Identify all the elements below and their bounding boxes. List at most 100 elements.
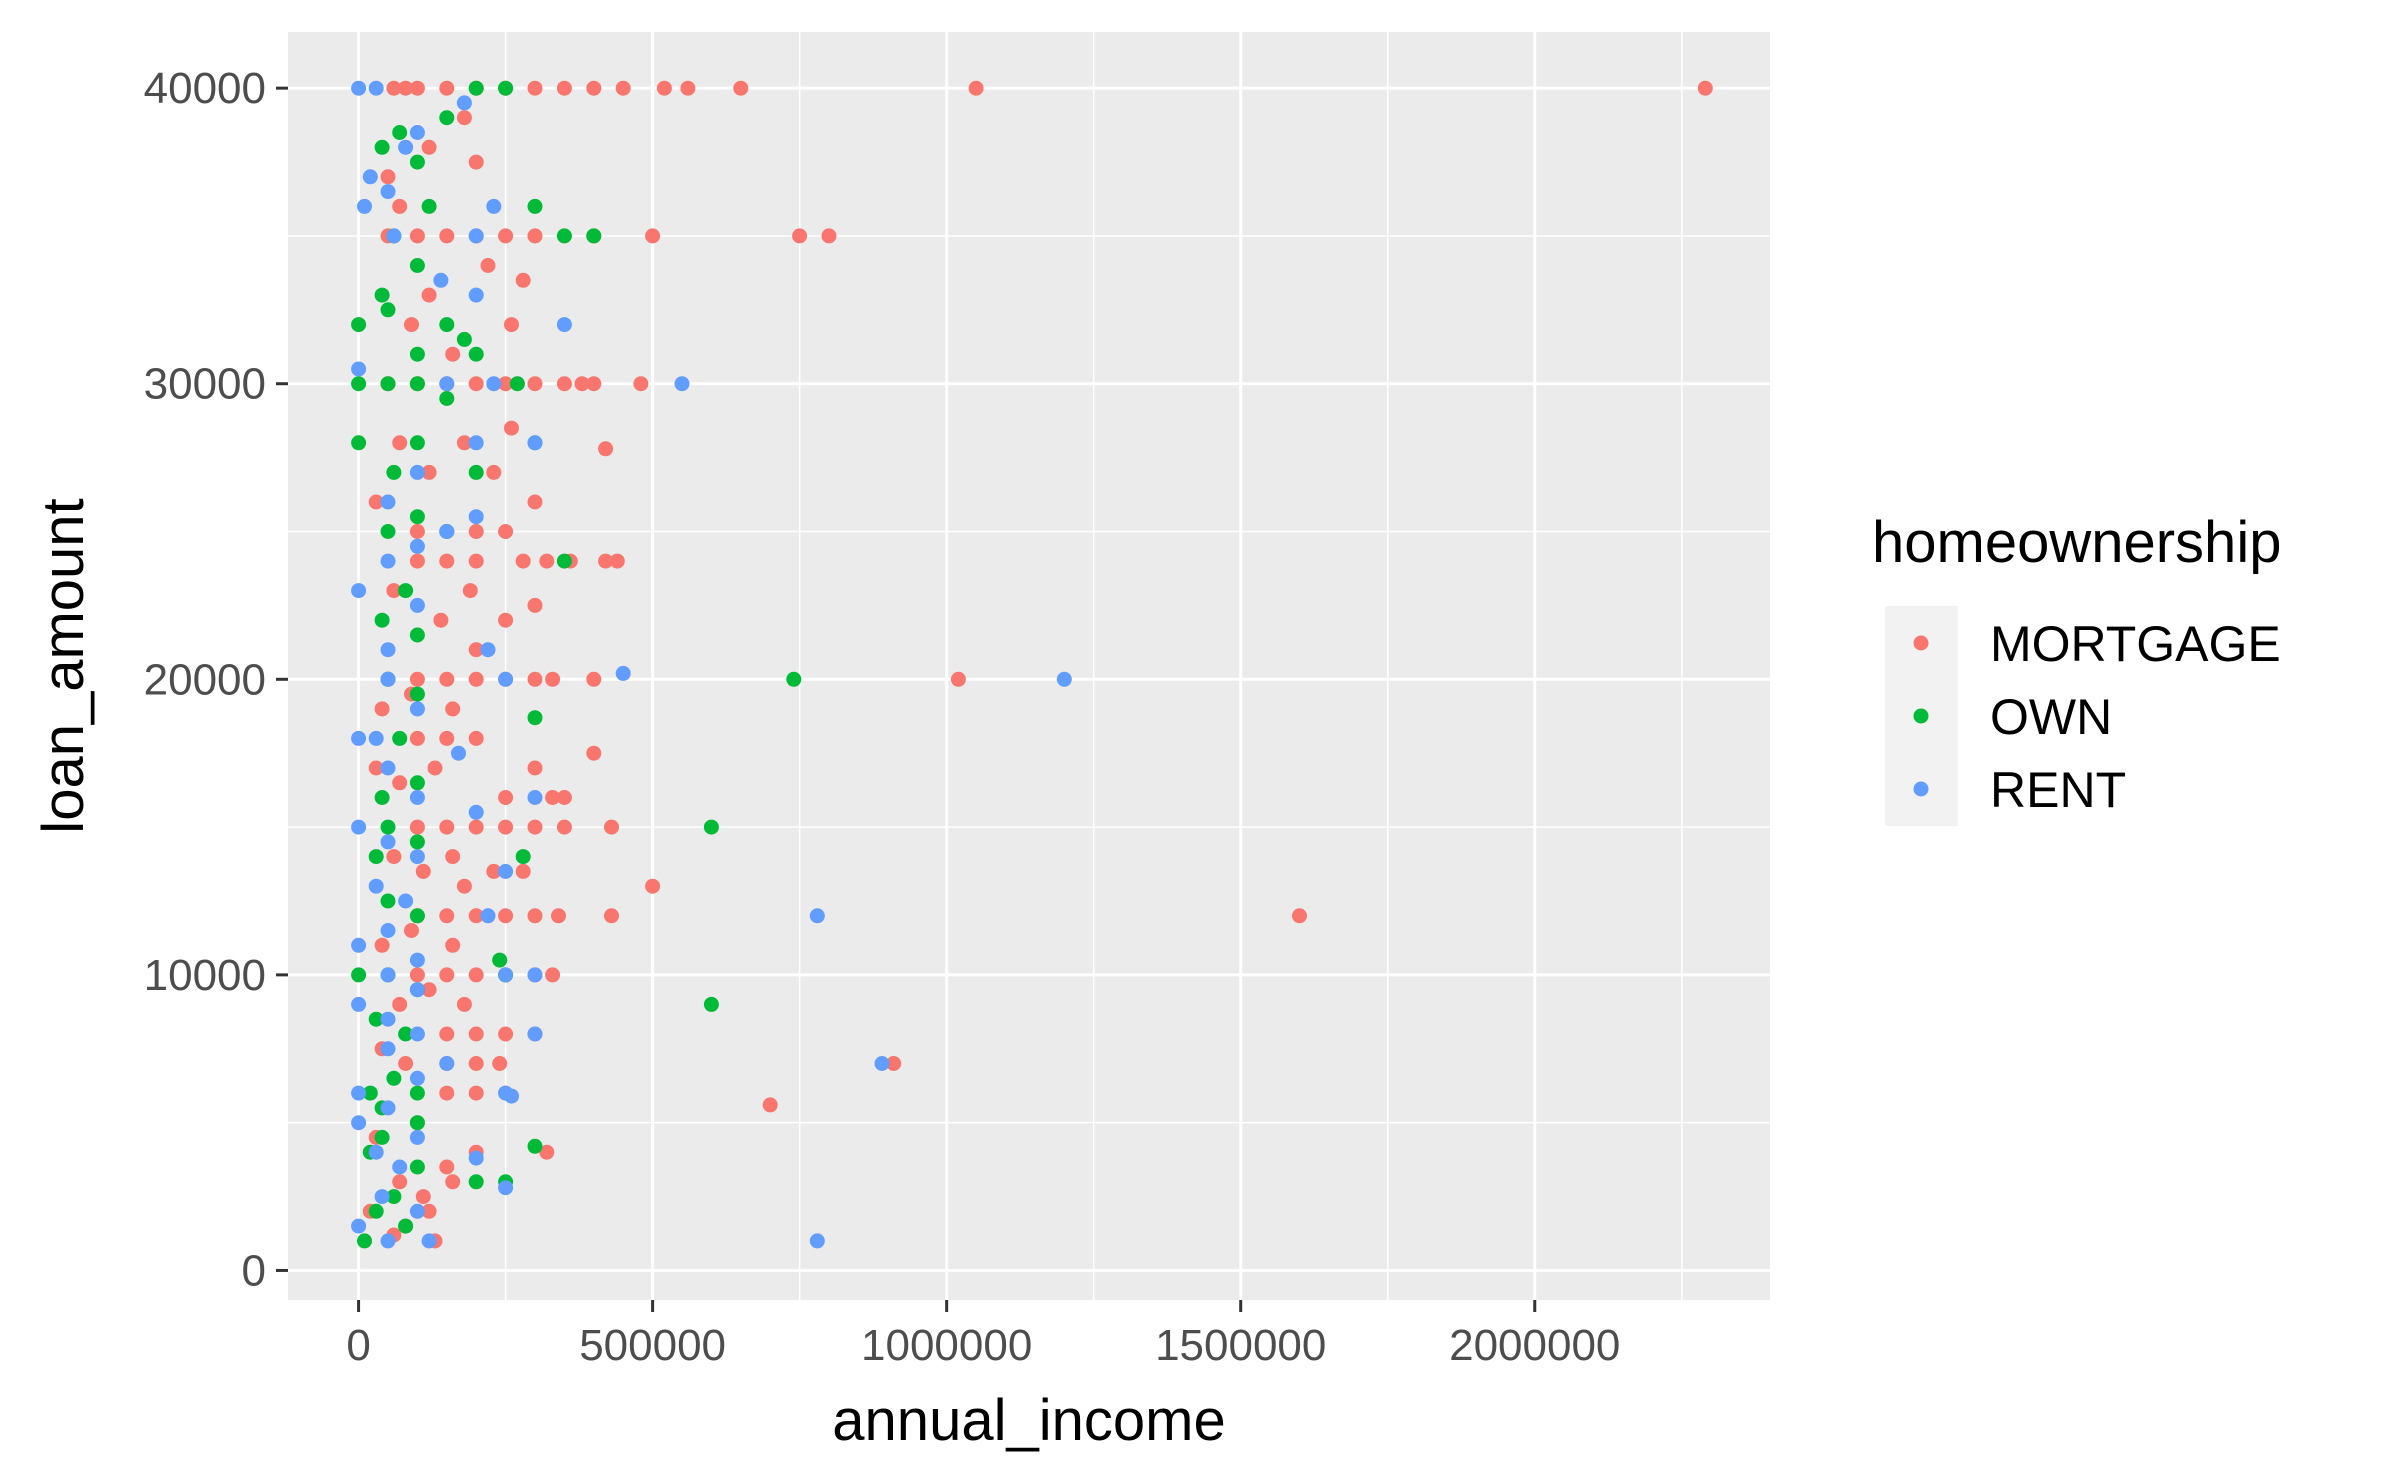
data-point bbox=[445, 346, 461, 362]
data-point bbox=[498, 819, 514, 835]
data-point bbox=[439, 1159, 455, 1175]
data-point bbox=[439, 391, 455, 406]
data-point bbox=[527, 1138, 543, 1154]
data-point bbox=[439, 819, 455, 835]
data-point bbox=[409, 819, 425, 835]
data-point bbox=[398, 1026, 414, 1042]
data-point bbox=[392, 125, 408, 140]
data-point bbox=[786, 671, 802, 687]
data-point bbox=[421, 1203, 437, 1219]
data-point bbox=[468, 154, 484, 170]
data-point bbox=[633, 376, 649, 392]
data-point bbox=[409, 258, 425, 273]
data-point bbox=[615, 665, 631, 681]
data-point bbox=[380, 834, 396, 850]
y-axis: 0 10000 20000 30000 40000 bbox=[144, 64, 288, 1295]
data-point bbox=[392, 996, 408, 1012]
data-point bbox=[527, 790, 543, 805]
data-point bbox=[409, 908, 425, 924]
data-point bbox=[468, 1085, 484, 1101]
data-point bbox=[380, 819, 396, 835]
x-tick-label: 1000000 bbox=[861, 1321, 1032, 1370]
data-point bbox=[468, 1150, 484, 1166]
data-point bbox=[392, 198, 408, 214]
data-point bbox=[574, 376, 590, 392]
data-point bbox=[409, 1115, 425, 1131]
x-tick-label: 500000 bbox=[579, 1321, 726, 1370]
data-point bbox=[586, 80, 602, 96]
data-point bbox=[380, 553, 396, 569]
data-point bbox=[456, 110, 472, 126]
data-point bbox=[615, 80, 631, 96]
data-point bbox=[468, 509, 484, 525]
data-point bbox=[368, 494, 384, 510]
x-axis: 0 500000 1000000 1500000 2000000 bbox=[346, 1300, 1620, 1370]
data-point bbox=[439, 524, 455, 539]
data-point bbox=[409, 775, 425, 791]
data-point bbox=[409, 464, 425, 480]
data-point bbox=[374, 1129, 390, 1145]
data-point bbox=[380, 524, 396, 539]
data-point bbox=[498, 80, 514, 96]
data-point bbox=[886, 1056, 902, 1071]
data-point bbox=[368, 80, 384, 96]
data-point bbox=[468, 376, 484, 392]
data-point bbox=[362, 1085, 378, 1101]
data-point bbox=[409, 1129, 425, 1145]
data-point bbox=[374, 139, 390, 155]
data-point bbox=[468, 819, 484, 835]
data-point bbox=[386, 464, 402, 480]
data-point bbox=[1292, 908, 1307, 924]
data-point bbox=[409, 228, 425, 244]
data-point bbox=[480, 908, 496, 924]
data-point bbox=[380, 1041, 396, 1057]
data-point bbox=[404, 923, 419, 938]
data-point bbox=[409, 376, 425, 392]
data-points bbox=[351, 80, 1713, 1249]
data-point bbox=[368, 1011, 384, 1027]
data-point bbox=[439, 1085, 455, 1101]
data-point bbox=[374, 790, 390, 805]
data-point bbox=[498, 524, 514, 539]
data-point bbox=[551, 908, 566, 924]
data-point bbox=[421, 287, 437, 303]
data-point bbox=[368, 1203, 384, 1219]
data-point bbox=[374, 612, 390, 628]
data-point bbox=[703, 819, 719, 835]
data-point bbox=[380, 184, 396, 200]
data-point bbox=[409, 1085, 425, 1101]
data-point bbox=[498, 612, 514, 628]
data-point bbox=[380, 494, 396, 510]
data-point bbox=[498, 967, 514, 983]
data-point bbox=[498, 376, 514, 392]
data-point bbox=[586, 671, 602, 687]
data-point bbox=[480, 642, 496, 658]
data-point bbox=[409, 1159, 425, 1175]
data-point bbox=[504, 317, 519, 333]
data-point bbox=[445, 849, 461, 865]
data-point bbox=[409, 597, 425, 613]
data-point bbox=[409, 790, 425, 805]
data-point bbox=[451, 745, 466, 761]
data-point bbox=[409, 435, 425, 451]
data-point bbox=[351, 317, 367, 333]
data-point bbox=[498, 1180, 514, 1196]
data-point bbox=[821, 228, 837, 244]
data-point bbox=[545, 671, 561, 687]
data-point bbox=[527, 494, 543, 510]
data-point bbox=[504, 1088, 519, 1104]
data-point bbox=[398, 583, 414, 599]
data-point bbox=[351, 819, 367, 835]
data-point bbox=[556, 790, 572, 805]
data-point bbox=[527, 1026, 543, 1042]
data-point bbox=[409, 701, 425, 717]
data-point bbox=[362, 169, 378, 185]
data-point bbox=[445, 701, 461, 717]
data-point bbox=[556, 228, 572, 244]
data-point bbox=[498, 863, 514, 879]
data-point bbox=[409, 982, 425, 998]
legend-key-mortgage bbox=[1913, 635, 1929, 651]
data-point bbox=[733, 80, 749, 96]
legend-label-own: OWN bbox=[1990, 689, 2112, 745]
data-point bbox=[556, 553, 572, 569]
